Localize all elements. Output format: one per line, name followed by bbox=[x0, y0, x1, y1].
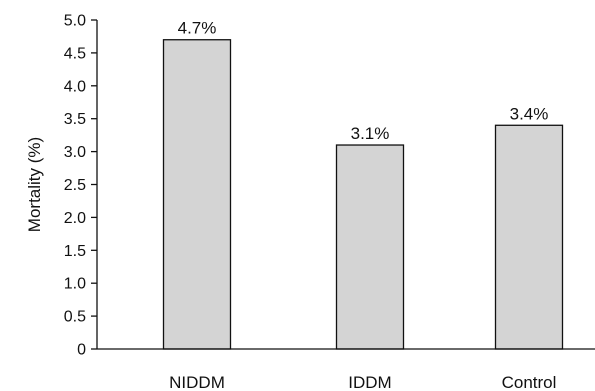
category-label-niddm: NIDDM bbox=[169, 373, 225, 391]
data-label-control: 3.4% bbox=[510, 104, 549, 123]
bar-niddm bbox=[162, 39, 232, 350]
y-tick-label: 3.0 bbox=[64, 144, 86, 161]
y-tick-label: 1.5 bbox=[64, 243, 86, 260]
bar-control bbox=[494, 124, 564, 350]
category-labels: NIDDM IDDM Control bbox=[169, 373, 556, 391]
bar-iddm bbox=[335, 144, 405, 350]
y-tick-label: 5.0 bbox=[64, 13, 86, 30]
y-tick-label: 2.5 bbox=[64, 177, 86, 194]
y-axis-title: Mortality (%) bbox=[25, 137, 44, 232]
y-tick-label: 1.0 bbox=[64, 276, 86, 293]
y-tick-label: 3.5 bbox=[64, 111, 86, 128]
bars bbox=[162, 39, 564, 350]
y-tick-label: 0.5 bbox=[64, 309, 86, 326]
data-label-niddm: 4.7% bbox=[178, 19, 217, 38]
category-label-iddm: IDDM bbox=[348, 373, 391, 391]
y-tick-label: 0 bbox=[77, 342, 86, 359]
data-label-iddm: 3.1% bbox=[351, 124, 390, 143]
y-tick-label: 2.0 bbox=[64, 210, 86, 227]
y-tick-label: 4.0 bbox=[64, 78, 86, 95]
y-tick-label: 4.5 bbox=[64, 45, 86, 62]
category-label-control: Control bbox=[502, 373, 557, 391]
y-axis-ticks: 0 0.5 1.0 1.5 2.0 2.5 3.0 3.5 4.0 4.5 5.0 bbox=[64, 13, 97, 359]
data-labels: 4.7% 3.1% 3.4% bbox=[178, 19, 549, 143]
